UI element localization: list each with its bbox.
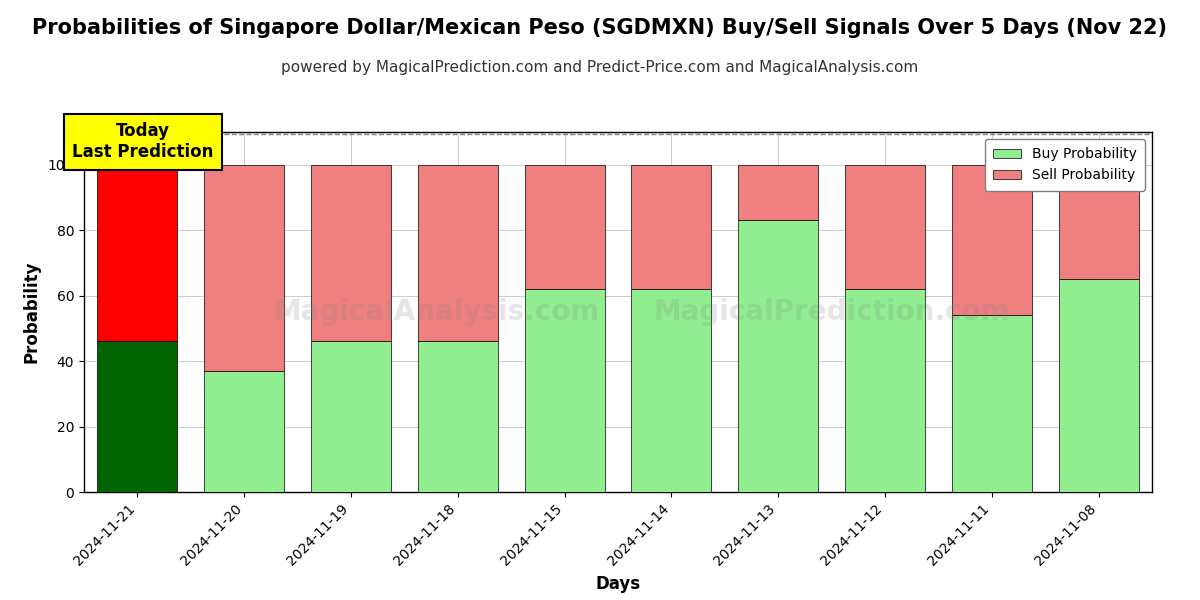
Text: powered by MagicalPrediction.com and Predict-Price.com and MagicalAnalysis.com: powered by MagicalPrediction.com and Pre… <box>281 60 919 75</box>
Bar <box>418 165 498 341</box>
Bar <box>524 289 605 492</box>
Bar <box>1058 279 1139 492</box>
Bar <box>204 165 284 371</box>
Y-axis label: Probability: Probability <box>23 261 41 363</box>
Bar <box>952 315 1032 492</box>
Bar <box>845 165 925 289</box>
Bar <box>97 165 178 341</box>
Text: MagicalAnalysis.com: MagicalAnalysis.com <box>274 298 600 326</box>
Bar <box>524 165 605 289</box>
Legend: Buy Probability, Sell Probability: Buy Probability, Sell Probability <box>985 139 1145 191</box>
Bar <box>631 165 712 289</box>
Bar <box>311 341 391 492</box>
Text: MagicalPrediction.com: MagicalPrediction.com <box>653 298 1010 326</box>
Bar <box>97 341 178 492</box>
Bar <box>311 165 391 341</box>
X-axis label: Days: Days <box>595 575 641 593</box>
Bar <box>738 220 818 492</box>
Text: Today
Last Prediction: Today Last Prediction <box>72 122 214 161</box>
Bar <box>845 289 925 492</box>
Bar <box>631 289 712 492</box>
Text: Probabilities of Singapore Dollar/Mexican Peso (SGDMXN) Buy/Sell Signals Over 5 : Probabilities of Singapore Dollar/Mexica… <box>32 18 1168 38</box>
Bar <box>204 371 284 492</box>
Bar <box>738 165 818 220</box>
Bar <box>952 165 1032 315</box>
Bar <box>418 341 498 492</box>
Bar <box>1058 165 1139 279</box>
